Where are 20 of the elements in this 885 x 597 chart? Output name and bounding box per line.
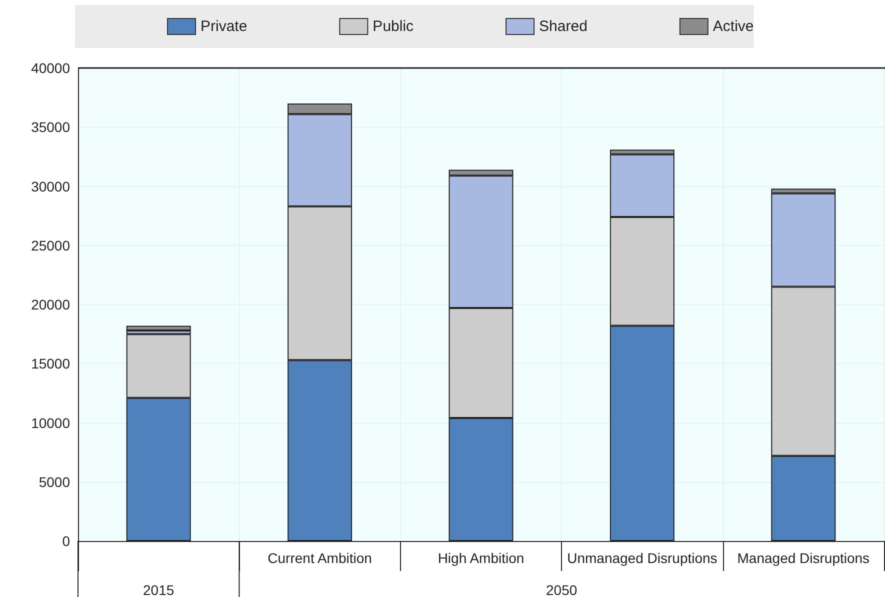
y-tick-label: 0 [62,533,70,549]
y-tick-label: 5000 [38,474,70,490]
text: 2050 [546,582,578,597]
legend-label: Private [200,18,248,35]
y-tick-label: 15000 [31,356,70,372]
y-tick-label: 40000 [31,60,70,76]
legend-label: Active [712,18,754,35]
y-tick-label: 10000 [31,414,70,431]
x-tick-label: High Ambition [438,550,524,566]
x-tick-label: Managed Disruptions [737,550,870,566]
bar [126,326,191,331]
y-tick-label: 35000 [31,119,70,136]
x-tick-label: Current Ambition [268,550,372,566]
legend-label: Public [372,18,414,35]
y-tick-label: 20000 [31,296,70,312]
y-tick-label: 30000 [31,178,70,194]
y-tick-label: 25000 [31,237,70,254]
legend-label: Shared [539,18,588,35]
text: 2015 [143,582,174,597]
x-tick-label: Unmanaged Disruptions [567,550,718,566]
